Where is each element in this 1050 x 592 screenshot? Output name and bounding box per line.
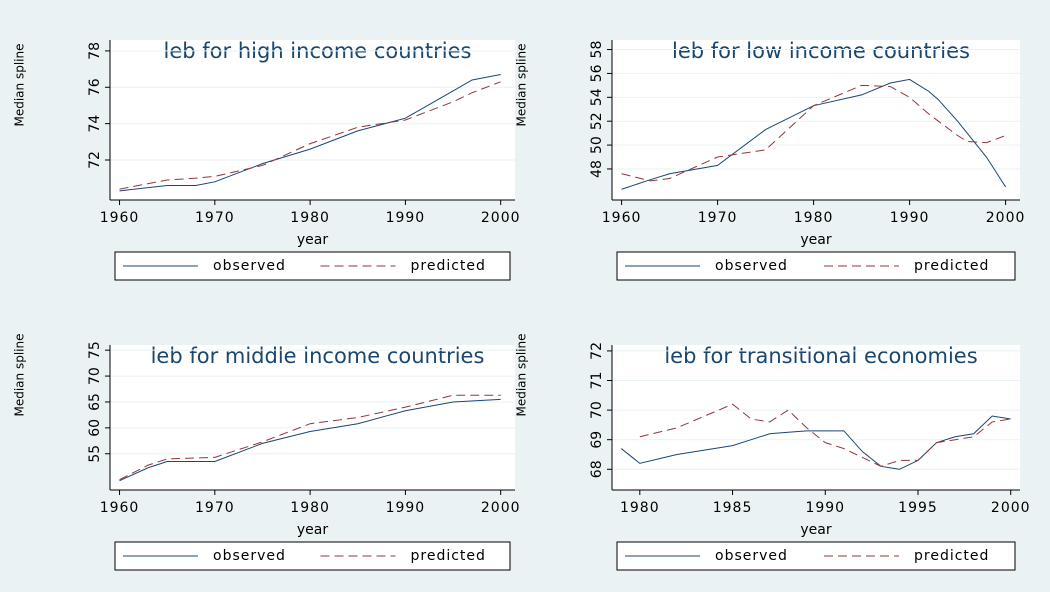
plot-area — [110, 345, 515, 490]
legend-label: predicted — [914, 258, 989, 274]
x-tick-label: 1990 — [386, 500, 426, 516]
y-tick-label: 52 — [589, 112, 605, 130]
y-tick-label: 56 — [589, 64, 605, 82]
y-tick-label: 58 — [589, 41, 605, 59]
x-tick-label: 1960 — [100, 210, 140, 226]
legend-label: observed — [213, 258, 286, 274]
y-tick-label: 71 — [589, 372, 605, 390]
series-line — [621, 84, 1006, 182]
legend-label: predicted — [914, 548, 989, 564]
plot-area — [110, 40, 515, 200]
y-tick-label: 70 — [87, 367, 103, 385]
x-tick-label: 1970 — [195, 210, 235, 226]
x-axis-label: year — [297, 522, 328, 538]
y-tick-label: 69 — [589, 431, 605, 449]
series-line — [119, 81, 501, 190]
y-tick-label: 50 — [589, 136, 605, 154]
y-tick-label: 54 — [589, 88, 605, 106]
y-axis-label: Median spline — [13, 334, 27, 417]
legend-label: observed — [213, 548, 286, 564]
x-tick-label: 1960 — [100, 500, 140, 516]
y-tick-label: 75 — [87, 341, 103, 359]
chart-title: leb for low income countries — [672, 39, 970, 63]
x-tick-label: 2000 — [481, 210, 521, 226]
x-tick-label: 1990 — [890, 210, 930, 226]
x-axis-label: year — [800, 522, 831, 538]
y-tick-label: 68 — [589, 460, 605, 478]
x-axis-label: year — [800, 232, 831, 248]
x-tick-label: 1980 — [290, 500, 330, 516]
y-tick-label: 72 — [589, 342, 605, 360]
x-tick-label: 1990 — [386, 210, 426, 226]
y-tick-label: 60 — [87, 419, 103, 437]
y-tick-label: 65 — [87, 393, 103, 411]
y-tick-label: 70 — [589, 401, 605, 419]
y-axis-label: Median spline — [515, 334, 529, 417]
plot-area — [612, 345, 1020, 490]
x-tick-label: 1970 — [195, 500, 235, 516]
y-tick-label: 76 — [87, 78, 103, 96]
y-tick-label: 74 — [87, 115, 103, 133]
x-tick-label: 1960 — [602, 210, 642, 226]
y-tick-label: 72 — [87, 151, 103, 169]
chart-title: leb for transitional economies — [664, 344, 977, 368]
legend-label: observed — [715, 548, 788, 564]
x-axis-label: year — [297, 232, 328, 248]
series-line — [620, 415, 1011, 470]
x-tick-label: 1985 — [713, 500, 753, 516]
series-line — [119, 394, 501, 481]
series-line — [119, 74, 501, 192]
x-tick-label: 2000 — [991, 500, 1031, 516]
legend-label: observed — [715, 258, 788, 274]
x-tick-label: 1980 — [620, 500, 660, 516]
y-axis-label: Median spline — [13, 44, 27, 127]
x-tick-label: 2000 — [481, 500, 521, 516]
chart-title: leb for middle income countries — [151, 344, 485, 368]
series-line — [119, 398, 501, 482]
x-tick-label: 1980 — [290, 210, 330, 226]
x-tick-label: 2000 — [986, 210, 1026, 226]
legend-label: predicted — [411, 548, 486, 564]
y-tick-label: 78 — [87, 42, 103, 60]
x-tick-label: 1995 — [898, 500, 938, 516]
y-tick-label: 48 — [589, 160, 605, 178]
x-tick-label: 1970 — [698, 210, 738, 226]
series-line — [639, 403, 1011, 467]
legend-label: predicted — [411, 258, 486, 274]
y-tick-label: 55 — [87, 445, 103, 463]
x-tick-label: 1990 — [805, 500, 845, 516]
y-axis-label: Median spline — [515, 44, 529, 127]
series-line — [621, 78, 1007, 190]
x-tick-label: 1980 — [794, 210, 834, 226]
plot-area — [612, 40, 1020, 200]
